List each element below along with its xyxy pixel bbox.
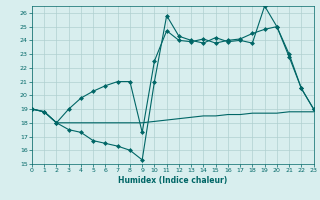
X-axis label: Humidex (Indice chaleur): Humidex (Indice chaleur) xyxy=(118,176,228,185)
